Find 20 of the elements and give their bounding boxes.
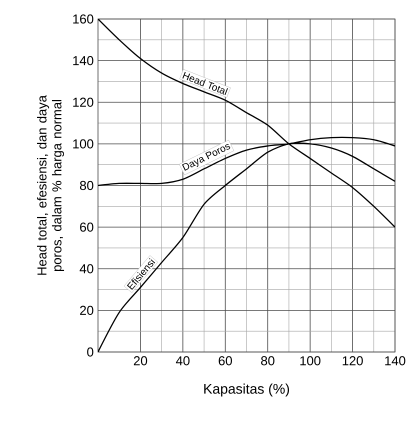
x-tick-label: 120 [342, 356, 363, 366]
x-tick-label: 40 [176, 356, 190, 366]
x-tick-label: 100 [300, 356, 320, 366]
text: Daya Poros [182, 144, 230, 171]
y-tick-label: 160 [73, 14, 94, 24]
y-tick-label: 40 [80, 264, 94, 274]
x-tick-label: 20 [134, 356, 148, 366]
x-tick-label: 80 [261, 356, 274, 366]
x-tick-label: 60 [218, 356, 232, 366]
x-tick-label: 140 [385, 356, 406, 366]
y-axis-title: Head total, efesiensi, dan daya poros, dalam % harga normal [37, 95, 64, 275]
y-tick-label: 120 [73, 98, 94, 107]
y-tick-label: 60 [80, 222, 94, 232]
y-tick-label: 140 [73, 56, 94, 66]
y-tick-label: 100 [73, 139, 94, 148]
y-tick-label: 80 [80, 180, 94, 190]
y-tick-label: 20 [80, 306, 94, 315]
text: Head Total [182, 72, 228, 96]
x-axis-title: Kapasitas (%) [204, 384, 290, 397]
y-tick-label: 0 [87, 347, 94, 357]
